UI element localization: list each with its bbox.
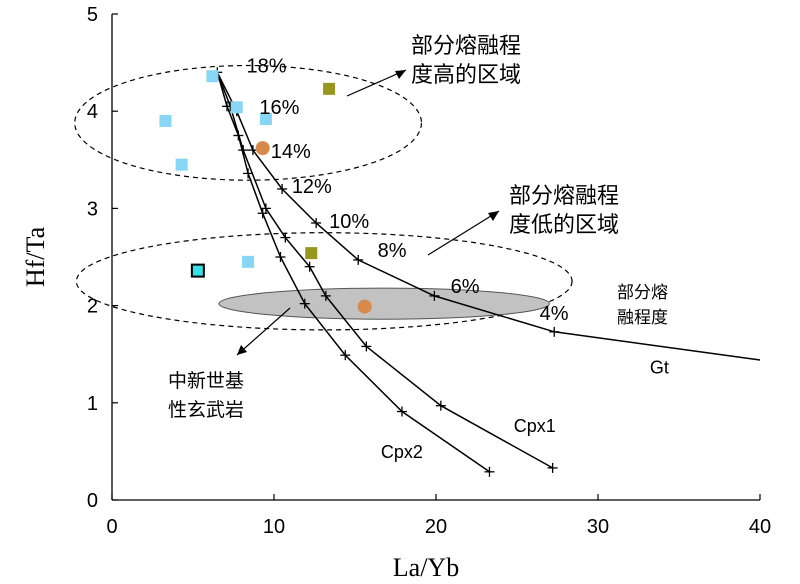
low-melt-label-line2: 度低的区域 — [509, 213, 619, 238]
melt-degree-label-line1: 部分熔 — [617, 283, 668, 303]
percent-label: 18% — [246, 55, 286, 77]
melt-step-marker — [353, 254, 364, 265]
x-tick-label: 0 — [106, 516, 117, 538]
percent-label: 16% — [259, 97, 299, 119]
tick-labels: 0 10 20 30 40 0 1 2 3 4 5 — [87, 4, 771, 538]
melt-step-marker — [275, 252, 286, 262]
percent-label: 10% — [329, 211, 369, 233]
sample-point-square — [206, 70, 219, 83]
basalt-label-line2: 性玄武岩 — [168, 399, 244, 421]
y-tick-label: 2 — [87, 296, 98, 318]
melt-step-marker — [299, 298, 310, 309]
melt-step-marker — [311, 217, 322, 228]
sample-point-square — [230, 101, 243, 114]
melt-step-marker — [277, 183, 288, 194]
curve-label-cpx2: Cpx2 — [381, 442, 423, 462]
sample-point-circle — [357, 299, 372, 314]
y-axis-title: Hf/Ta — [21, 226, 50, 287]
x-tick-label: 10 — [263, 516, 285, 538]
low-melt-arrowhead-icon — [488, 211, 499, 221]
y-tick-label: 0 — [87, 490, 98, 512]
percent-label: 8% — [378, 240, 407, 262]
percent-label: 4% — [540, 303, 569, 325]
sample-point-square — [259, 112, 272, 125]
melt-step-marker — [549, 326, 560, 337]
melt-step-marker — [222, 101, 233, 112]
y-tick-label: 5 — [87, 4, 98, 26]
melt-step-marker — [396, 406, 407, 417]
melt-step-marker — [435, 400, 446, 411]
melt-step-marker — [233, 130, 244, 141]
melt-step-marker — [361, 341, 372, 352]
percent-label: 12% — [292, 176, 332, 198]
melt-step-marker — [243, 168, 254, 179]
x-axis-title: La/Yb — [393, 553, 459, 582]
x-tick-label: 20 — [425, 516, 447, 538]
curve-label-cpx1: Cpx1 — [514, 416, 556, 436]
low-melt-region — [75, 232, 573, 331]
y-tick-label: 1 — [87, 393, 98, 415]
low-melt-label-line1: 部分熔融程 — [509, 184, 619, 209]
low-melt-arrow — [427, 210, 500, 256]
curve-label-gt: Gt — [650, 358, 669, 378]
percent-labels: 18% 16% 14% 12% 10% 8% 6% 4% — [246, 55, 568, 325]
sample-point-square — [159, 114, 172, 127]
melt-step-marker — [304, 261, 315, 272]
sample-point-square-outlined — [190, 263, 205, 278]
annotations: 部分熔融程 度高的区域 部分熔融程 度低的区域 中新世基 性玄武岩 部分熔 融程… — [168, 34, 668, 421]
y-tick-label: 3 — [87, 198, 98, 220]
melt-step-marker — [280, 232, 291, 243]
high-melt-label-line2: 度高的区域 — [411, 63, 521, 88]
melt-step-marker — [238, 145, 249, 156]
sample-point-square — [323, 82, 336, 95]
sample-point-square — [175, 158, 188, 171]
melt-step-marker — [429, 290, 440, 301]
melt-step-marker — [547, 462, 558, 473]
melt-step-markers — [212, 67, 560, 477]
samples — [159, 70, 372, 314]
melt-degree-label-line2: 融程度 — [617, 308, 668, 328]
percent-label: 14% — [271, 141, 311, 163]
high-melt-region — [74, 64, 423, 181]
y-tick-label: 4 — [87, 101, 98, 123]
curve-cpx1 — [216, 72, 553, 469]
x-tick-label: 30 — [587, 516, 609, 538]
basalt-arrow — [236, 307, 291, 356]
sample-point-square — [242, 255, 255, 268]
basalt-arrowhead-icon — [237, 345, 247, 355]
sample-point-circle — [255, 141, 270, 156]
melt-step-marker — [320, 290, 331, 301]
basalt-label-line1: 中新世基 — [168, 370, 244, 392]
melt-step-marker — [484, 466, 495, 477]
percent-label: 6% — [451, 276, 480, 298]
curve-cpx2 — [216, 72, 490, 473]
melt-step-marker — [257, 208, 268, 219]
melt-step-marker — [340, 350, 351, 361]
high-melt-arrowhead-icon — [395, 70, 406, 79]
sample-point-square — [305, 247, 318, 260]
curve-labels: Gt Cpx1 Cpx2 — [381, 358, 669, 463]
high-melt-label-line1: 部分熔融程 — [411, 34, 521, 59]
ticks — [111, 13, 761, 501]
basalt-field-region — [218, 287, 550, 320]
high-melt-arrow — [346, 69, 407, 97]
x-tick-label: 40 — [749, 516, 771, 538]
